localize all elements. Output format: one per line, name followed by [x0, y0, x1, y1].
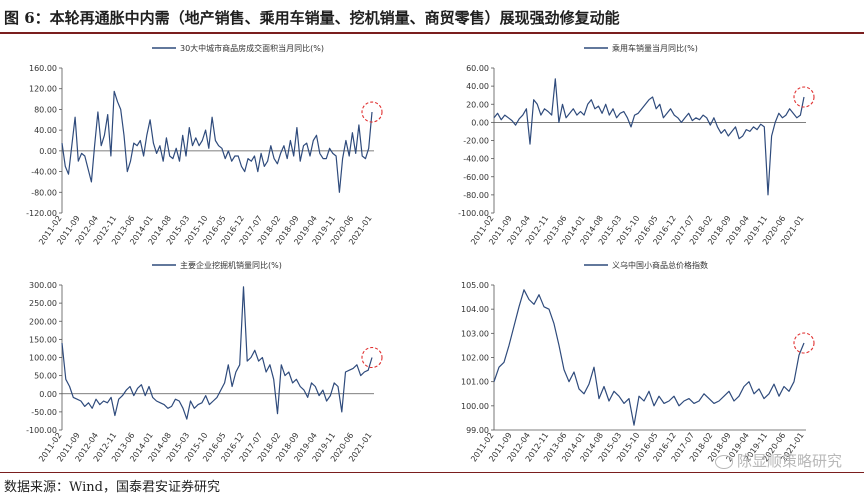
chart-housing-sales: 30大中城市商品房成交面积当月同比(%) 160.00 120.00 80.00 40.… [26, 43, 383, 247]
wechat-icon [714, 454, 733, 469]
footer-rule [0, 472, 864, 473]
y-tick-label: 100.00 [29, 354, 57, 363]
y-tick-label: -80.00 [463, 191, 489, 200]
y-tick-label: 105.00 [461, 281, 489, 290]
chart-yiwu-price-index: 义乌中国小商品总价格指数 105.00 104.00 103.00 102.00 101.… [461, 260, 815, 464]
y-tick-label: -120.00 [26, 209, 57, 218]
y-tick-label: 99.00 [466, 426, 489, 435]
watermark-text: 陈显顺策略研究 [736, 452, 842, 470]
y-tick-label: 20.00 [466, 100, 489, 109]
y-tick-label: 300.00 [29, 281, 57, 290]
y-tick-label: 101.00 [461, 378, 489, 387]
y-tick-label: 80.00 [34, 105, 57, 114]
latest-point-highlight [793, 86, 815, 108]
latest-point-highlight [361, 346, 383, 369]
y-tick-label: 200.00 [29, 317, 57, 326]
legend-label: 30大中城市商品房成交面积当月同比(%) [180, 43, 324, 53]
y-tick-label: 0.00 [39, 147, 57, 156]
legend-label: 主要企业挖掘机销量同比(%) [180, 260, 282, 270]
y-tick-label: 150.00 [29, 335, 57, 344]
y-tick-label: 100.00 [461, 402, 489, 411]
series-line [61, 90, 373, 193]
title-rule [0, 32, 864, 34]
y-tick-label: 120.00 [29, 85, 57, 94]
y-tick-label: -50.00 [31, 408, 57, 417]
series-line [493, 78, 805, 196]
series-line [493, 289, 805, 426]
legend-label: 乘用车销量当月同比(%) [612, 43, 698, 53]
latest-point-highlight [793, 332, 815, 354]
data-source: 数据来源：Wind，国泰君安证券研究 [4, 480, 220, 495]
y-tick-label: 0.00 [471, 118, 489, 127]
y-tick-label: 40.00 [34, 126, 57, 135]
watermark: 陈显顺策略研究 [714, 450, 842, 471]
y-tick-label: -80.00 [31, 188, 57, 197]
series-line [61, 286, 373, 420]
y-tick-label: -100.00 [26, 426, 57, 435]
y-tick-label: 104.00 [461, 305, 489, 314]
y-tick-label: -40.00 [463, 155, 489, 164]
figure-title-bar: 图 6：本轮再通胀中内需（地产销售、乘用车销量、挖机销量、商贸零售）展现强劲修复… [0, 0, 864, 34]
y-tick-label: 40.00 [466, 82, 489, 91]
y-tick-label: 103.00 [461, 329, 489, 338]
y-tick-label: 60.00 [466, 64, 489, 73]
chart-excavator-sales: 主要企业挖掘机销量同比(%) 300.00 250.00 200.00 150.00 10… [26, 260, 383, 464]
y-tick-label: -100.00 [458, 209, 489, 218]
legend-label: 义乌中国小商品总价格指数 [612, 260, 708, 270]
latest-point-highlight [361, 101, 383, 123]
y-tick-label: 0.00 [39, 390, 57, 399]
y-tick-label: 250.00 [29, 299, 57, 308]
y-tick-label: 50.00 [34, 372, 57, 381]
y-tick-label: -40.00 [31, 168, 57, 177]
y-tick-label: 160.00 [29, 64, 57, 73]
y-tick-label: 102.00 [461, 354, 489, 363]
figure-title: 图 6：本轮再通胀中内需（地产销售、乘用车销量、挖机销量、商贸零售）展现强劲修复… [4, 9, 620, 27]
chart-passenger-car-sales: 乘用车销量当月同比(%) 60.00 40.00 20.00 0.00 -20.00 -40… [458, 43, 815, 247]
y-tick-label: -20.00 [463, 137, 489, 146]
y-tick-label: -60.00 [463, 173, 489, 182]
